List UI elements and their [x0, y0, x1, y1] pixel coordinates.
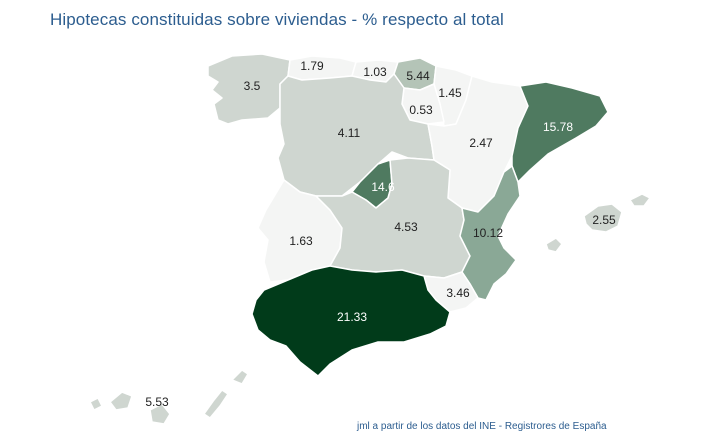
source-credit: jml a partir de los datos del INE - Regi…: [357, 421, 607, 432]
label-navarra: 1.45: [438, 86, 462, 100]
label-cataluna: 15.78: [543, 120, 573, 134]
label-galicia: 3.5: [244, 79, 261, 93]
region-baleares-ibiza[interactable]: [545, 237, 563, 253]
label-pais-vasco: 5.44: [406, 69, 430, 83]
region-andalucia[interactable]: [251, 265, 451, 377]
region-canarias-lanzarote[interactable]: [231, 369, 249, 385]
region-galicia[interactable]: [207, 53, 291, 125]
label-castilla-y-leon: 4.11: [338, 126, 361, 140]
label-murcia: 3.46: [446, 286, 470, 300]
label-madrid: 14.6: [371, 180, 395, 194]
region-canarias-gran-canaria[interactable]: [149, 403, 171, 425]
label-andalucia: 21.33: [337, 310, 367, 324]
label-extremadura: 1.63: [289, 234, 313, 248]
label-castilla-la-mancha: 4.53: [394, 220, 418, 234]
region-canarias-fuerteventura[interactable]: [203, 389, 229, 419]
label-asturias: 1.79: [300, 59, 324, 73]
region-comunidad-valenciana[interactable]: [459, 165, 521, 301]
label-baleares: 2.55: [592, 213, 616, 227]
region-baleares-mallorca[interactable]: [583, 203, 623, 233]
region-canarias-hierro[interactable]: [89, 397, 103, 411]
label-la-rioja: 0.53: [409, 103, 433, 117]
label-comunidad-valenciana: 10.12: [473, 226, 503, 240]
region-baleares-menorca[interactable]: [629, 193, 651, 207]
map-title: Hipotecas constituidas sobre viviendas -…: [50, 10, 504, 29]
region-canarias-tenerife[interactable]: [109, 391, 133, 411]
label-cantabria: 1.03: [363, 65, 387, 79]
label-aragon: 2.47: [469, 136, 493, 150]
region-cataluna[interactable]: [511, 81, 609, 183]
label-canarias: 5.53: [145, 395, 169, 409]
